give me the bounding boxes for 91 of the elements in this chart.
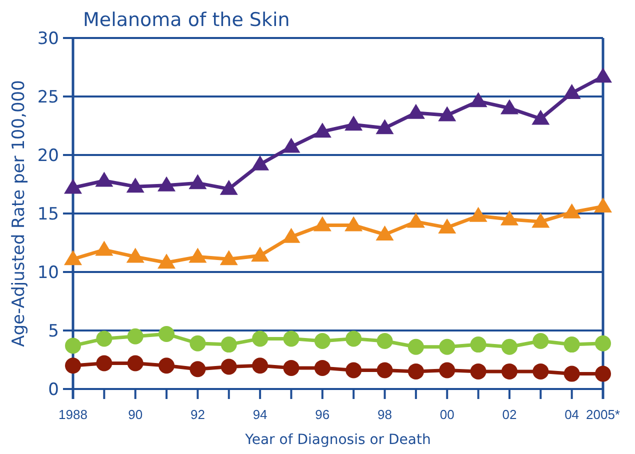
y-tick-label: 0 xyxy=(48,380,59,400)
point xyxy=(564,336,580,353)
point xyxy=(220,336,237,353)
point xyxy=(126,248,144,263)
point xyxy=(346,362,362,378)
point xyxy=(282,138,300,153)
point xyxy=(220,180,238,195)
x-tick-label: 2005* xyxy=(586,407,620,422)
point xyxy=(283,360,300,376)
y-tick-label: 5 xyxy=(48,321,59,342)
point xyxy=(344,216,363,232)
point xyxy=(220,250,238,266)
point xyxy=(438,106,456,122)
point xyxy=(190,361,206,378)
point xyxy=(190,335,206,352)
x-tick-label: 00 xyxy=(440,407,454,422)
point xyxy=(65,338,81,354)
point xyxy=(564,366,580,382)
point xyxy=(438,218,456,234)
point xyxy=(220,358,237,375)
point xyxy=(346,330,362,347)
chart-title: Melanoma of the Skin xyxy=(83,9,290,31)
point xyxy=(314,333,330,350)
point xyxy=(562,84,581,99)
x-tick-label: 96 xyxy=(315,407,330,422)
point xyxy=(96,355,112,372)
point xyxy=(64,250,82,266)
point xyxy=(500,99,518,114)
point xyxy=(532,110,550,125)
x-tick-label: 92 xyxy=(190,407,205,422)
x-tick-label: 98 xyxy=(378,407,392,422)
point xyxy=(439,362,456,378)
point xyxy=(344,116,363,131)
x-tick-label: 94 xyxy=(252,407,268,422)
point xyxy=(158,326,175,342)
point xyxy=(96,330,112,347)
point xyxy=(283,330,300,347)
x-tick-label: 90 xyxy=(128,407,143,422)
y-axis-title: Age-Adjusted Rate per 100,000 xyxy=(9,80,29,347)
point xyxy=(313,216,332,232)
point xyxy=(314,360,330,376)
point xyxy=(158,358,175,374)
point xyxy=(158,254,176,269)
point xyxy=(408,338,424,355)
point xyxy=(501,363,518,380)
point xyxy=(562,203,581,218)
point xyxy=(158,176,176,192)
point xyxy=(594,197,612,212)
point xyxy=(376,333,393,350)
point xyxy=(532,212,550,228)
point xyxy=(470,363,486,380)
point xyxy=(376,226,394,241)
point xyxy=(406,104,425,119)
point xyxy=(65,358,81,374)
x-tick-label: 02 xyxy=(502,407,517,422)
point xyxy=(595,335,611,352)
point xyxy=(439,338,456,355)
point xyxy=(251,155,270,170)
point xyxy=(470,336,486,353)
point xyxy=(313,122,332,138)
point xyxy=(376,362,393,378)
y-tick-label: 15 xyxy=(37,204,59,224)
point xyxy=(251,246,270,262)
y-tick-label: 10 xyxy=(37,262,59,283)
point xyxy=(500,210,518,226)
point xyxy=(406,212,425,228)
point xyxy=(95,172,114,187)
point xyxy=(376,119,394,134)
point xyxy=(64,178,82,194)
point xyxy=(252,358,268,374)
point xyxy=(95,240,114,256)
point xyxy=(252,330,268,347)
y-tick-label: 25 xyxy=(37,87,59,108)
point xyxy=(127,355,144,372)
x-tick-label: 04 xyxy=(564,407,580,422)
y-tick-label: 20 xyxy=(37,146,59,166)
point xyxy=(532,363,549,380)
x-axis-title: Year of Diagnosis or Death xyxy=(244,432,431,448)
point xyxy=(595,366,611,382)
x-tick-label: 1988 xyxy=(58,407,88,422)
point xyxy=(501,338,518,355)
point xyxy=(127,328,144,344)
y-tick-label: 30 xyxy=(37,28,59,49)
point xyxy=(469,206,488,222)
point xyxy=(126,178,144,193)
point xyxy=(188,248,207,263)
point xyxy=(408,363,424,380)
point xyxy=(188,174,207,190)
point xyxy=(594,68,612,83)
point xyxy=(469,92,488,108)
point xyxy=(532,333,549,350)
